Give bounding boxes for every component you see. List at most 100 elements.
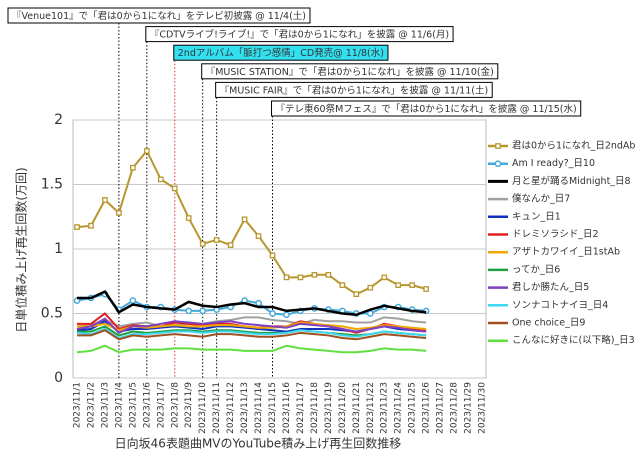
x-tick-label: 2023/11/5 <box>128 382 138 428</box>
marker <box>130 164 136 171</box>
y-tick-label: 1 <box>54 241 63 257</box>
x-tick-label: 2023/11/10 <box>198 382 208 434</box>
legend-label: ってか_日6 <box>512 264 560 275</box>
series-line <box>76 316 427 328</box>
x-tick-label: 2023/11/19 <box>324 382 334 434</box>
x-tick-label: 2023/11/13 <box>240 382 250 434</box>
marker <box>116 210 122 216</box>
x-tick-label: 2023/11/20 <box>338 382 348 434</box>
annotation-text: 『MUSIC FAIR』で「君は0から1になれ」を披露 @ 11/11(土) <box>220 84 489 96</box>
marker <box>367 284 374 291</box>
annotation-text: 2ndアルバム「脈打つ感情」CD発売@ 11/8(水) <box>178 47 384 59</box>
series-line <box>76 317 427 335</box>
x-tick-label: 2023/11/18 <box>310 382 320 434</box>
series-line <box>76 344 427 354</box>
annotation-text: 『テレ東60祭Mフェス』で「君は0から1になれ」を披露 @ 11/15(水) <box>276 103 577 115</box>
annotation-text: 『CDTVライブ!ライブ!』で「君は0から1になれ」を披露 @ 11/6(月) <box>150 29 449 41</box>
legend-label: ソンナコトナイヨ_日4 <box>512 300 608 311</box>
annotation-box <box>173 44 389 61</box>
legend-label: 君は0から1になれ_日2ndAb <box>512 141 635 152</box>
marker <box>325 271 332 278</box>
y-tick-label: 1.5 <box>41 177 63 193</box>
x-tick-label: 2023/11/16 <box>282 382 292 434</box>
marker <box>129 297 137 304</box>
annotation-box <box>271 100 582 117</box>
legend-marker <box>494 160 502 168</box>
x-tick-label: 2023/11/6 <box>142 382 152 428</box>
x-tick-label: 2023/11/27 <box>436 382 446 434</box>
legend-label: ドレミソラシド_日2 <box>512 229 599 240</box>
marker <box>227 242 234 248</box>
x-tick-label: 2023/11/15 <box>268 382 278 434</box>
x-tick-label: 2023/11/24 <box>394 382 404 434</box>
marker <box>74 224 80 230</box>
marker <box>353 291 360 298</box>
marker <box>395 282 402 288</box>
legend-label: 月と星が踊るMidnight_日8 <box>512 175 631 187</box>
legend-label: 君しか勝たん_日5 <box>512 281 589 293</box>
marker <box>283 311 290 319</box>
x-tick-label: 2023/11/1 <box>73 382 83 428</box>
marker <box>255 299 262 307</box>
legend-marker <box>495 143 501 149</box>
x-tick-label: 2023/11/9 <box>184 382 194 428</box>
series-line <box>77 289 427 317</box>
x-tick-label: 2023/11/26 <box>422 382 432 434</box>
annotation-box <box>201 63 499 80</box>
marker <box>311 271 318 278</box>
marker <box>171 185 178 192</box>
legend-label: One choice_日9 <box>512 318 585 329</box>
marker <box>102 197 108 203</box>
series-line <box>77 329 427 341</box>
x-tick-label: 2023/11/22 <box>366 382 376 434</box>
legend-label: アザトカワイイ_日1stAb <box>512 247 620 258</box>
series-line <box>76 149 427 296</box>
marker <box>213 237 220 243</box>
legend-label: キュン_日1 <box>512 211 561 222</box>
marker <box>269 310 276 317</box>
marker <box>409 282 416 288</box>
x-tick-label: 2023/11/17 <box>296 382 306 434</box>
x-tick-label: 2023/11/12 <box>226 382 236 434</box>
x-tick-label: 2023/11/25 <box>408 382 418 434</box>
y-tick-label: 2 <box>54 112 63 128</box>
marker <box>199 240 206 247</box>
marker <box>297 274 304 281</box>
marker <box>283 274 290 281</box>
marker <box>339 282 346 288</box>
marker <box>143 148 150 154</box>
annotation-box <box>145 26 454 43</box>
y-axis-label: 日単位積み上げ再生回数(万回) <box>14 167 29 332</box>
annotation-box <box>215 81 493 98</box>
x-tick-label: 2023/11/29 <box>464 382 474 434</box>
legend-label: Am I ready?_日10 <box>512 158 595 169</box>
x-tick-label: 2023/11/30 <box>478 382 488 434</box>
x-tick-label: 2023/11/7 <box>156 382 166 428</box>
x-tick-label: 2023/11/14 <box>254 382 264 434</box>
marker <box>366 310 374 317</box>
x-tick-label: 2023/11/2 <box>86 382 96 428</box>
annotation-text: 『Venue101』で「君は0から1になれ」をテレビ初披露 @ 11/4(土) <box>12 10 306 22</box>
y-tick-label: 0.5 <box>41 306 63 322</box>
marker <box>381 274 388 281</box>
marker <box>269 252 276 259</box>
series-line <box>76 327 427 340</box>
x-tick-label: 2023/11/28 <box>450 382 460 434</box>
x-axis-label: 日向坂46表題曲MVのYouTube積み上げ再生回数推移 <box>115 436 402 451</box>
x-tick-label: 2023/11/23 <box>380 382 390 434</box>
legend-label: 僕なんか_日7 <box>512 193 570 205</box>
marker <box>157 176 164 183</box>
marker <box>185 215 192 221</box>
annotation-text: 『MUSIC STATION』で「君は0から1になれ」を披露 @ 11/10(金… <box>206 66 494 78</box>
legend-label: こんなに好きに(以下略)_日3 <box>512 334 635 346</box>
x-tick-label: 2023/11/11 <box>212 382 222 434</box>
marker <box>185 307 193 315</box>
marker <box>199 307 207 315</box>
y-tick-label: 0 <box>54 370 63 386</box>
x-tick-label: 2023/11/3 <box>100 382 110 428</box>
x-tick-label: 2023/11/21 <box>352 382 362 434</box>
x-tick-label: 2023/11/8 <box>170 382 180 428</box>
x-tick-label: 2023/11/4 <box>114 382 124 428</box>
marker <box>241 216 248 223</box>
